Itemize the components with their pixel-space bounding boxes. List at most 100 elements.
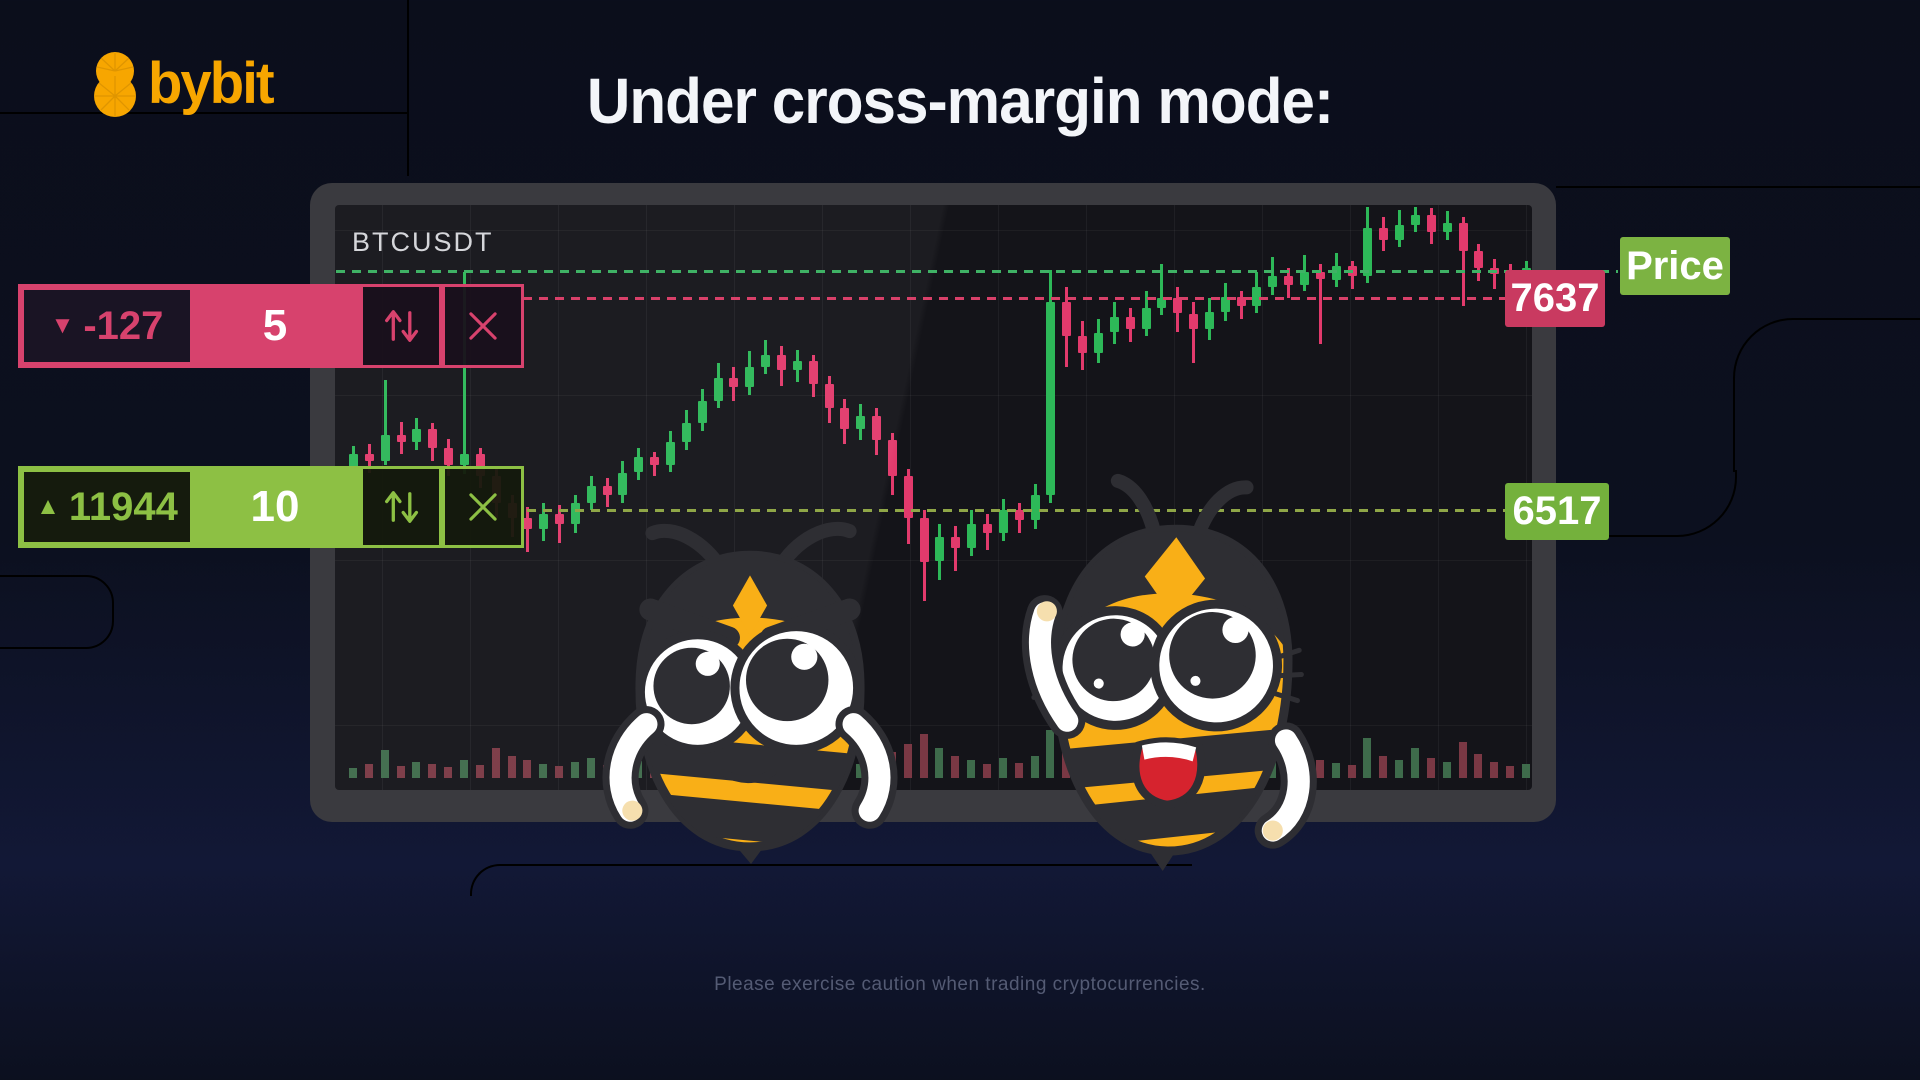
position-row-short[interactable]: ▼ -127 5: [18, 284, 524, 368]
candle-body: [1426, 215, 1436, 233]
candle-body: [1093, 332, 1103, 354]
arrows-updown-icon: [385, 310, 419, 342]
candle-body: [1014, 510, 1024, 520]
chart-canvas[interactable]: BTCUSDT: [335, 205, 1532, 790]
volume-bar: [1442, 762, 1451, 778]
candle-body: [919, 518, 929, 562]
adjust-position-button[interactable]: [360, 284, 442, 368]
volume-bar: [856, 764, 865, 778]
candle-body: [856, 415, 866, 430]
volume-bar: [364, 764, 373, 778]
volume-bar: [1347, 765, 1356, 778]
volume-bar: [460, 760, 468, 778]
candle-body: [792, 360, 802, 371]
candle-body: [1363, 228, 1373, 276]
volume-bar: [1426, 758, 1435, 778]
position-qty-long: 10: [190, 466, 360, 548]
volume-bar: [491, 748, 500, 778]
candle-wick: [1493, 258, 1497, 289]
volume-bar: [1411, 748, 1419, 778]
candle-body: [1268, 275, 1278, 288]
candle-body: [967, 523, 977, 549]
candle-body: [697, 400, 707, 424]
close-icon: [469, 493, 497, 521]
close-icon: [469, 312, 497, 340]
candle-body: [1379, 228, 1389, 240]
candle-body: [1411, 215, 1420, 225]
candle-body: [935, 536, 945, 562]
candle-body: [555, 514, 564, 524]
candle-body: [903, 476, 913, 518]
volume-bar: [586, 758, 595, 778]
candle-body: [539, 514, 549, 530]
candle-body: [586, 485, 596, 503]
candle-body: [428, 429, 438, 448]
candle-body: [396, 434, 406, 443]
lower-price-dashed-line: [527, 509, 1505, 512]
candle-body: [634, 457, 644, 473]
gridline-vertical: [1262, 205, 1263, 790]
volume-bar: [1506, 766, 1514, 778]
position-qty-short: 5: [190, 284, 360, 368]
price-flag-6517: 6517: [1505, 483, 1609, 540]
bg-trace-corner-right-upper: [1733, 318, 1920, 472]
candle-wick: [463, 271, 466, 475]
candle-body: [444, 448, 454, 465]
volume-bar: [507, 756, 516, 778]
candle-body: [824, 383, 834, 409]
volume-bar: [396, 766, 405, 778]
candle-body: [650, 457, 660, 465]
candle-body: [681, 423, 691, 443]
volume-bar: [903, 744, 912, 778]
bee-mascot-grumpy: [602, 521, 898, 864]
bybit-logo: bybit: [92, 50, 277, 117]
price-flag-7637: 7637: [1505, 270, 1605, 327]
candle-body: [412, 429, 422, 443]
volume-bar: [951, 756, 960, 778]
volume-bar: [412, 762, 421, 778]
symbol-label: BTCUSDT: [352, 227, 494, 257]
candle-body: [872, 415, 881, 441]
candle-body: [1458, 222, 1468, 252]
position-row-long[interactable]: ▲ 11944 10: [18, 466, 524, 548]
position-pnl-value: -127: [83, 303, 164, 348]
gridline-vertical: [646, 205, 647, 790]
volume-bar: [1395, 760, 1404, 778]
gridline-vertical: [998, 205, 999, 790]
candle-body: [776, 355, 786, 371]
gridline-horizontal: [335, 725, 1532, 726]
candle-body: [1315, 271, 1325, 280]
candle-wick: [526, 506, 530, 552]
adjust-position-button[interactable]: [360, 466, 442, 548]
candle-body: [1300, 271, 1309, 286]
volume-bar: [539, 764, 548, 778]
candle-body: [729, 377, 739, 388]
panel-glare-overlay: [335, 205, 1532, 790]
gridline-vertical: [822, 205, 823, 790]
volume-bar: [1363, 738, 1372, 778]
candle-body: [1157, 298, 1167, 308]
gridline-vertical: [1438, 205, 1439, 790]
candle-body: [380, 434, 390, 462]
candle-body: [1220, 296, 1230, 312]
volume-bar: [380, 750, 389, 778]
price-axis-label: Price: [1620, 237, 1730, 295]
bee-mascot-happy: [1021, 473, 1317, 872]
close-position-button[interactable]: [442, 284, 524, 368]
candle-wick: [954, 525, 958, 571]
volume-bar: [475, 765, 484, 778]
position-pnl-long: ▲ 11944: [18, 466, 190, 548]
candle-body: [1173, 298, 1183, 314]
close-position-button[interactable]: [442, 466, 524, 548]
gridline-vertical: [558, 205, 559, 790]
volume-bar: [1046, 730, 1055, 778]
volume-bar: [1458, 742, 1467, 778]
candle-body: [570, 502, 580, 524]
candle-body: [364, 453, 374, 462]
volume-bar: [967, 760, 976, 778]
volume-bar: [935, 748, 944, 778]
volume-bar: [1315, 760, 1324, 778]
gridline-horizontal: [335, 395, 1532, 396]
volume-bar: [1014, 763, 1023, 778]
candle-body: [1125, 317, 1135, 329]
